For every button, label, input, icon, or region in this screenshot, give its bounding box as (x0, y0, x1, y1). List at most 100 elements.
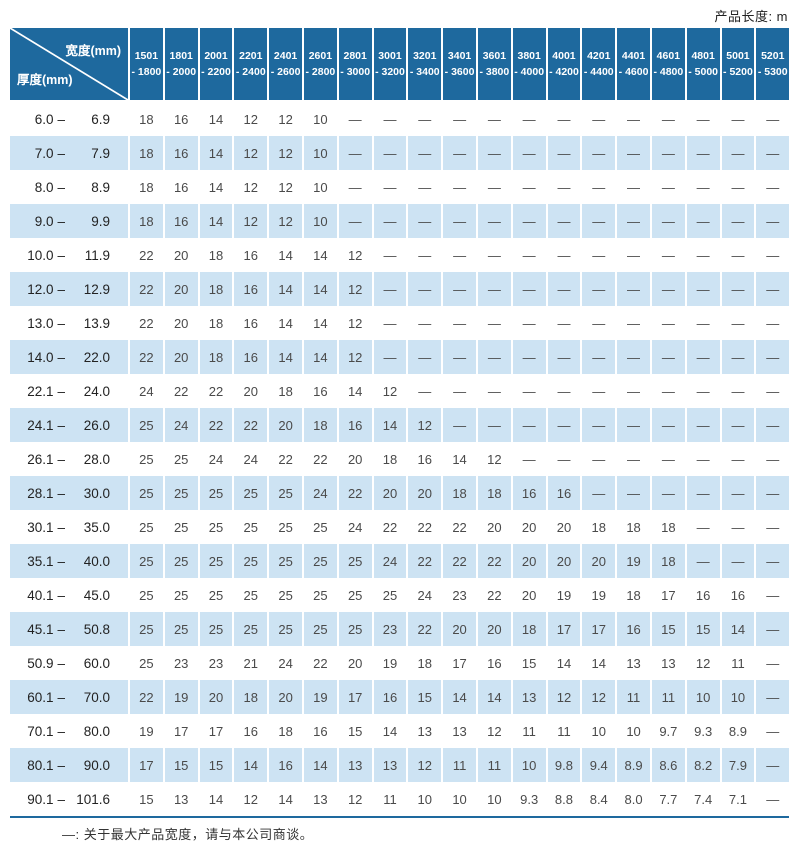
length-cell-unavailable: — (684, 442, 720, 476)
length-cell-value: 7.7 (649, 782, 685, 816)
length-cell-value: 10 (301, 136, 337, 170)
table-row: 28.1–30.0 25 25 25 25 25 24 22 20 20 18 18 16 16— — — — —… (10, 476, 790, 510)
length-cell-value: 14 (301, 340, 337, 374)
length-cell-value: 8.9 (615, 748, 650, 782)
length-cell-value: 18 (475, 476, 511, 510)
length-cell-unavailable: — (649, 476, 685, 510)
length-cell-value: 20 (267, 408, 302, 442)
length-cell-unavailable: — (615, 170, 650, 204)
length-cell-unavailable: — (649, 306, 685, 340)
length-cell-value: 19 (615, 544, 650, 578)
length-cell-value: 18 (615, 578, 650, 612)
length-cell-value: 25 (232, 476, 268, 510)
length-cell-value: 22 (406, 510, 441, 544)
length-cell-value: 25 (128, 578, 163, 612)
length-cell-value: 13 (510, 680, 546, 714)
length-cell-value: 25 (128, 612, 163, 646)
length-cell-value: 25 (162, 578, 198, 612)
length-cell-value: 16 (406, 442, 441, 476)
length-cell-value: 16 (301, 714, 337, 748)
length-cell-unavailable: — (580, 306, 615, 340)
length-cell-value: 20 (545, 510, 581, 544)
length-cell-unavailable: — (580, 340, 616, 374)
length-cell-value: 25 (267, 476, 302, 510)
length-cell-value: 22 (301, 646, 337, 680)
length-cell-value: 24 (336, 510, 372, 544)
length-cell-unavailable: — (684, 306, 720, 340)
length-cell-value: 14 (475, 680, 511, 714)
thickness-range-label: 13.0–13.9 (27, 315, 110, 331)
length-cell-value: 14 (267, 272, 302, 306)
length-cell-unavailable: — (371, 340, 407, 374)
length-cell-unavailable: — (684, 136, 720, 170)
thickness-range-label: 80.1–90.0 (10, 748, 128, 782)
length-cell-value: 20 (475, 510, 511, 544)
length-cell-unavailable: — (336, 170, 372, 204)
length-cell-value: 10 (441, 782, 476, 816)
length-cell-value: 22 (232, 408, 268, 442)
length-cell-unavailable: — (754, 680, 790, 714)
length-cell-unavailable: — (580, 170, 615, 204)
length-cell-value: 20 (162, 340, 198, 374)
length-cell-unavailable: — (580, 204, 616, 238)
length-cell-unavailable: — (684, 340, 720, 374)
width-range-column-header: 2401- 2600 (267, 28, 302, 100)
length-cell-unavailable: — (510, 136, 546, 170)
length-cell-unavailable: — (684, 374, 720, 408)
length-cell-unavailable: — (545, 340, 581, 374)
length-cell-unavailable: — (754, 306, 789, 340)
length-cell-unavailable: — (441, 340, 476, 374)
length-cell-value: 24 (267, 646, 302, 680)
length-cell-value: 8.8 (545, 782, 581, 816)
length-cell-value: 13 (162, 782, 198, 816)
length-cell-value: 16 (232, 306, 267, 340)
table-row: 7.0–7.9 18 16 14 12 12 10— — — — — — — — — — — — — (10, 136, 790, 170)
length-cell-value: 18 (128, 136, 163, 170)
length-cell-unavailable: — (754, 238, 789, 272)
length-cell-value: 20 (510, 578, 546, 612)
length-cell-value: 23 (197, 646, 233, 680)
length-cell-value: 25 (267, 578, 302, 612)
length-cell-unavailable: — (754, 374, 789, 408)
length-cell-unavailable: — (510, 102, 546, 136)
length-cell-unavailable: — (580, 136, 616, 170)
length-cell-value: 10 (719, 680, 755, 714)
length-cell-value: 14 (197, 204, 233, 238)
length-cell-value: 19 (371, 646, 407, 680)
width-range-column-header: 3001- 3200 (371, 28, 407, 100)
product-length-unit-note: 产品长度: m (714, 9, 788, 24)
length-cell-unavailable: — (719, 340, 755, 374)
length-cell-value: 13 (615, 646, 650, 680)
length-cell-value: 12 (336, 238, 372, 272)
length-cell-unavailable: — (754, 748, 790, 782)
length-cell-value: 16 (162, 170, 198, 204)
length-cell-unavailable: — (475, 272, 511, 306)
length-cell-unavailable: — (649, 272, 685, 306)
length-cell-value: 20 (197, 680, 233, 714)
length-cell-value: 22 (336, 476, 372, 510)
length-cell-unavailable: — (406, 306, 441, 340)
length-cell-value: 10 (301, 102, 337, 136)
length-cell-unavailable: — (406, 102, 441, 136)
length-cell-unavailable: — (371, 238, 407, 272)
length-cell-value: 13 (441, 714, 476, 748)
length-cell-unavailable: — (719, 102, 755, 136)
table-row: 90.1–101.6 15 13 14 12 14 13 12 11 10 10 10 9.3 8.8 8.… (10, 782, 789, 816)
length-cell-value: 13 (301, 782, 337, 816)
length-cell-value: 10 (475, 782, 511, 816)
length-cell-value: 13 (649, 646, 685, 680)
length-cell-value: 24 (232, 442, 267, 476)
length-cell-value: 25 (371, 578, 407, 612)
length-cell-value: 25 (197, 612, 233, 646)
length-cell-value: 25 (301, 612, 337, 646)
length-cell-value: 22 (406, 544, 442, 578)
length-cell-unavailable: — (684, 170, 720, 204)
length-cell-unavailable: — (754, 136, 790, 170)
length-cell-value: 17 (545, 612, 581, 646)
length-cell-value: 12 (232, 170, 267, 204)
length-cell-unavailable: — (371, 204, 407, 238)
table-row: 30.1–35.0 25 25 25 25 25 25 24 22 22 22 20 20 20 18 18 1… (10, 510, 789, 544)
length-cell-value: 16 (232, 714, 267, 748)
length-cell-value: 24 (128, 374, 163, 408)
length-cell-value: 19 (301, 680, 337, 714)
